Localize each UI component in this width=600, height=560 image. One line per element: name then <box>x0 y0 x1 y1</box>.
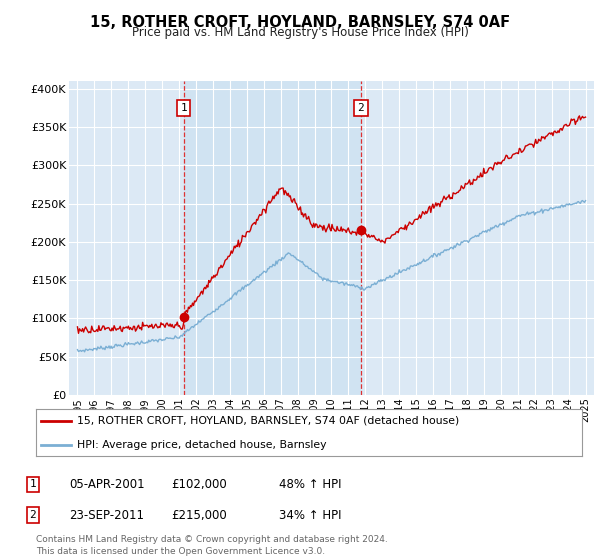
Text: 1: 1 <box>29 479 37 489</box>
Text: £215,000: £215,000 <box>171 508 227 522</box>
Text: 48% ↑ HPI: 48% ↑ HPI <box>279 478 341 491</box>
Text: 23-SEP-2011: 23-SEP-2011 <box>69 508 144 522</box>
Bar <box>184 81 361 395</box>
Text: 2: 2 <box>29 510 37 520</box>
Text: 1: 1 <box>180 103 187 113</box>
Text: 15, ROTHER CROFT, HOYLAND, BARNSLEY, S74 0AF: 15, ROTHER CROFT, HOYLAND, BARNSLEY, S74… <box>90 15 510 30</box>
Text: 15, ROTHER CROFT, HOYLAND, BARNSLEY, S74 0AF (detached house): 15, ROTHER CROFT, HOYLAND, BARNSLEY, S74… <box>77 416 459 426</box>
Text: £102,000: £102,000 <box>171 478 227 491</box>
Text: 34% ↑ HPI: 34% ↑ HPI <box>279 508 341 522</box>
Text: Contains HM Land Registry data © Crown copyright and database right 2024.
This d: Contains HM Land Registry data © Crown c… <box>36 535 388 556</box>
Text: 05-APR-2001: 05-APR-2001 <box>69 478 145 491</box>
Text: Price paid vs. HM Land Registry's House Price Index (HPI): Price paid vs. HM Land Registry's House … <box>131 26 469 39</box>
Text: HPI: Average price, detached house, Barnsley: HPI: Average price, detached house, Barn… <box>77 440 326 450</box>
Text: 2: 2 <box>358 103 364 113</box>
